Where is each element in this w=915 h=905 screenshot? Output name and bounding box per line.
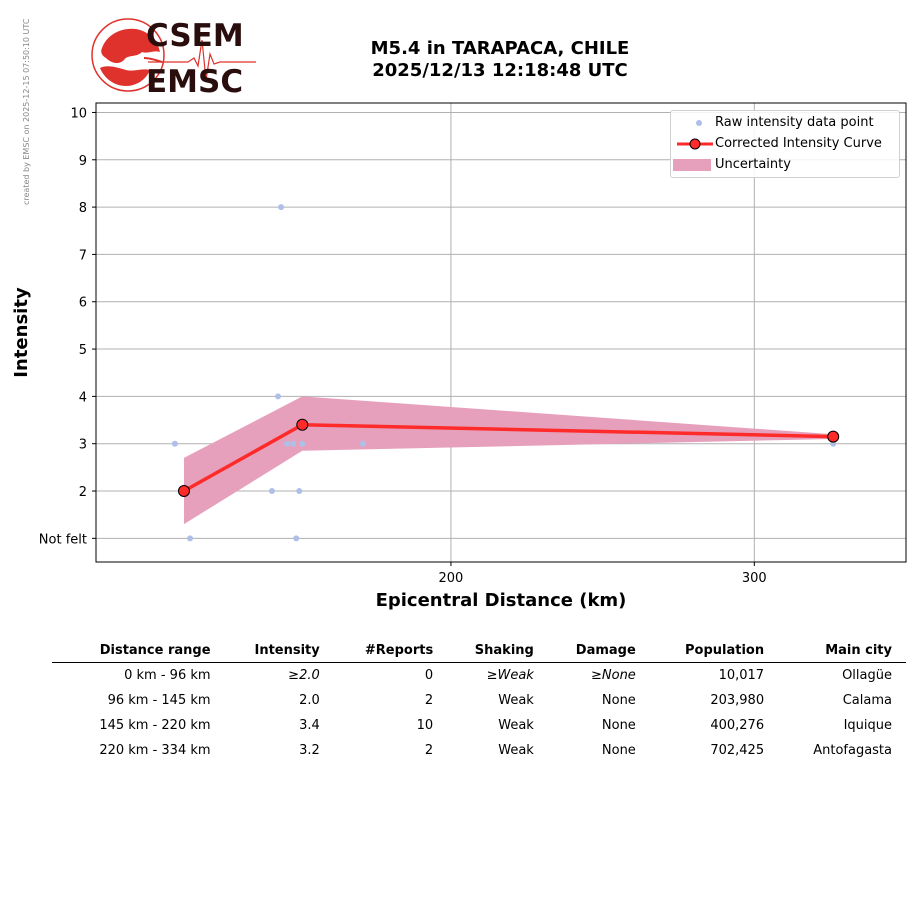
column-header: Population <box>649 640 779 663</box>
table-cell: 10 <box>416 717 434 733</box>
table-row: 145 km - 220 km 3.4 10 Weak None 400,276 Iquiq… <box>52 713 906 738</box>
table-cell: Calama <box>842 692 892 708</box>
raw-data-point <box>290 440 297 447</box>
title-line-2: 2025/12/13 12:18:48 UTC <box>372 60 628 81</box>
y-tick-label: 3 <box>79 438 87 453</box>
curve-marker <box>177 485 190 498</box>
column-header: Damage <box>547 640 650 663</box>
legend-label-uncertainty: Uncertainty <box>715 157 791 172</box>
table-cell: ≥None <box>591 667 636 683</box>
table-cell: 10,017 <box>718 667 765 683</box>
x-tick-label: 300 <box>742 571 767 586</box>
legend-item-uncertainty: Uncertainty <box>673 156 791 174</box>
curve-marker-icon <box>677 138 713 150</box>
table-cell: 702,425 <box>710 742 765 758</box>
y-tick-label: 6 <box>79 296 87 311</box>
table-cell: 2 <box>424 742 434 758</box>
column-header: Shaking <box>447 640 548 663</box>
table-cell: 203,980 <box>710 692 765 708</box>
y-tick-label: Not felt <box>39 532 87 547</box>
legend-label-raw: Raw intensity data point <box>715 115 874 130</box>
svg-text:EMSC: EMSC <box>146 64 243 100</box>
y-tick-label: 8 <box>79 201 87 216</box>
globe-logo-icon: CSEM EMSC <box>91 18 256 100</box>
raw-data-point <box>171 440 178 447</box>
uncertainty-band <box>183 396 834 525</box>
y-tick-label: 9 <box>79 154 87 169</box>
y-axis-label: Intensity <box>11 287 32 378</box>
table-cell: 2.0 <box>299 692 320 708</box>
table-cell: None <box>601 717 636 733</box>
table-cell: 145 km - 220 km <box>99 717 211 733</box>
raw-data-point <box>275 393 282 400</box>
raw-data-point <box>299 440 306 447</box>
table-cell: 3.2 <box>299 742 320 758</box>
column-header: Main city <box>778 640 906 663</box>
column-header: Distance range <box>52 640 225 663</box>
column-header: Intensity <box>224 640 334 663</box>
curve-marker <box>827 430 840 443</box>
table-cell: 3.4 <box>299 717 320 733</box>
table-header-row: Distance range Intensity #Reports Shaking Da… <box>52 640 906 663</box>
table-cell: 96 km - 145 km <box>107 692 211 708</box>
y-tick-label: 4 <box>79 390 87 405</box>
table-cell: ≥2.0 <box>288 667 320 683</box>
y-tick-label: 10 <box>70 106 87 121</box>
chart-legend: Raw intensity data point Corrected Inten… <box>670 110 900 178</box>
svg-text:CSEM: CSEM <box>146 18 244 54</box>
chart-title: M5.4 in TARAPACA, CHILE 2025/12/13 12:18… <box>300 38 700 82</box>
raw-point-icon <box>696 120 702 126</box>
x-axis-label: Epicentral Distance (km) <box>376 590 627 611</box>
y-tick-label: 7 <box>79 248 87 263</box>
summary-table: Distance range Intensity #Reports Shaking Da… <box>52 640 906 763</box>
legend-item-curve: Corrected Intensity Curve <box>677 135 882 153</box>
table-cell: Antofagasta <box>813 742 892 758</box>
legend-item-raw: Raw intensity data point <box>696 114 874 132</box>
table-body: 0 km - 96 km ≥2.0 0 ≥Weak ≥None 10,017 Ollagüe… <box>52 663 906 764</box>
raw-data-point <box>278 204 285 211</box>
table-row: 220 km - 334 km 3.2 2 Weak None 702,425 Antofa… <box>52 738 906 763</box>
table-cell: Ollagüe <box>842 667 892 683</box>
table-cell: 0 <box>424 667 434 683</box>
table-cell: 220 km - 334 km <box>99 742 211 758</box>
raw-data-point <box>187 535 194 542</box>
table-cell: ≥Weak <box>486 667 534 683</box>
legend-label-curve: Corrected Intensity Curve <box>715 136 882 151</box>
raw-data-point <box>268 488 275 495</box>
table-row: 0 km - 96 km ≥2.0 0 ≥Weak ≥None 10,017 Ollagüe <box>52 663 906 689</box>
y-tick-label: 5 <box>79 343 87 358</box>
table-cell: Weak <box>498 692 534 708</box>
table-row: 96 km - 145 km 2.0 2 Weak None 203,980 Calama <box>52 688 906 713</box>
raw-data-point <box>284 440 291 447</box>
raw-data-point <box>359 440 366 447</box>
table-cell: Iquique <box>843 717 892 733</box>
table-cell: 2 <box>424 692 434 708</box>
table-cell: 400,276 <box>710 717 765 733</box>
intensity-chart: Not felt 2 3 4 5 6 7 8 9 10 200 300 Epicentral Dista… <box>11 102 907 611</box>
table-cell: Weak <box>498 742 534 758</box>
raw-data-point <box>296 488 303 495</box>
uncertainty-swatch-icon <box>673 159 711 171</box>
table-cell: None <box>601 692 636 708</box>
csem-emsc-logo: CSEM EMSC <box>88 18 256 100</box>
column-header: #Reports <box>333 640 448 663</box>
y-tick-label: 2 <box>79 485 87 500</box>
plot-frame <box>95 102 907 563</box>
table-cell: 0 km - 96 km <box>124 667 211 683</box>
curve-marker <box>296 418 309 431</box>
table-cell: None <box>601 742 636 758</box>
title-line-1: M5.4 in TARAPACA, CHILE <box>370 38 630 59</box>
table-cell: Weak <box>498 717 534 733</box>
x-tick-label: 200 <box>439 571 464 586</box>
raw-data-point <box>293 535 300 542</box>
